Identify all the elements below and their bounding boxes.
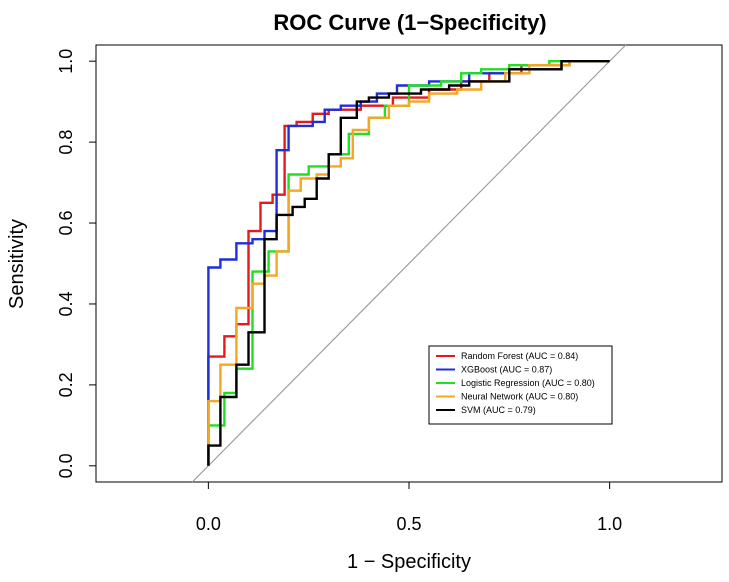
legend-label: XGBoost (AUC = 0.87) [461,365,552,375]
y-tick-label: 0.6 [56,211,76,236]
legend: Random Forest (AUC = 0.84) XGBoost (AUC =… [428,345,613,425]
chart-title: ROC Curve (1−Specificity) [273,10,546,35]
roc-curve-svm [207,60,610,466]
y-axis-label: Sensitivity [6,219,28,309]
roc-curve-logistic-regression [207,60,610,466]
roc-curves [207,60,610,466]
roc-curve-xgboost [207,60,610,466]
x-tick-label: 1.0 [597,514,622,534]
y-tick-label: 1.0 [56,49,76,74]
y-axis-ticks: 0.0 0.2 0.4 0.6 0.8 1.0 [56,49,96,478]
y-tick-label: 0.4 [56,291,76,316]
x-tick-label: 0.5 [396,514,421,534]
y-tick-label: 0.0 [56,453,76,478]
x-axis-ticks: 0.0 0.5 1.0 [196,482,622,534]
legend-box [428,345,613,425]
legend-label: Random Forest (AUC = 0.84) [461,351,578,361]
legend-label: SVM (AUC = 0.79) [461,405,536,415]
legend-label: Neural Network (AUC = 0.80) [461,392,578,402]
y-tick-label: 0.8 [56,130,76,155]
roc-curve-random-forest [207,60,610,466]
reference-diagonal-line [191,44,627,483]
legend-label: Logistic Regression (AUC = 0.80) [461,378,595,388]
x-tick-label: 0.0 [196,514,221,534]
x-axis-label: 1 − Specificity [347,551,471,573]
y-tick-label: 0.2 [56,372,76,397]
